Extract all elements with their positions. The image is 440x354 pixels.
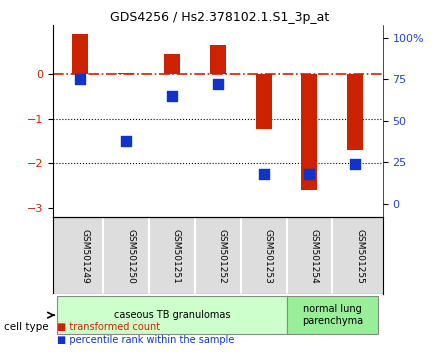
Point [169, 93, 176, 99]
Text: GSM501251: GSM501251 [172, 229, 181, 284]
FancyBboxPatch shape [286, 296, 378, 334]
Text: GSM501253: GSM501253 [264, 229, 273, 284]
Bar [72, 34, 88, 74]
Text: GSM501250: GSM501250 [126, 229, 135, 284]
Text: normal lung
parenchyma: normal lung parenchyma [302, 304, 363, 326]
Text: GSM501254: GSM501254 [309, 229, 319, 283]
Text: cell type: cell type [4, 322, 49, 332]
Text: ■ percentile rank within the sample: ■ percentile rank within the sample [57, 335, 235, 345]
Bar [347, 74, 363, 150]
Point [352, 161, 359, 167]
Text: ■ transformed count: ■ transformed count [57, 322, 160, 332]
Bar [210, 45, 226, 74]
Point [77, 77, 84, 82]
Bar [301, 74, 318, 190]
Bar [118, 73, 134, 74]
Point [306, 171, 313, 177]
FancyBboxPatch shape [57, 296, 286, 334]
Point [214, 82, 221, 87]
Text: GSM501249: GSM501249 [81, 229, 89, 283]
Point [123, 138, 130, 144]
Point [260, 171, 267, 177]
Text: GDS4256 / Hs2.378102.1.S1_3p_at: GDS4256 / Hs2.378102.1.S1_3p_at [110, 11, 330, 24]
Text: caseous TB granulomas: caseous TB granulomas [114, 310, 230, 320]
Text: GSM501252: GSM501252 [218, 229, 227, 283]
Bar [256, 74, 271, 129]
Text: GSM501255: GSM501255 [356, 229, 364, 284]
Bar [164, 54, 180, 74]
